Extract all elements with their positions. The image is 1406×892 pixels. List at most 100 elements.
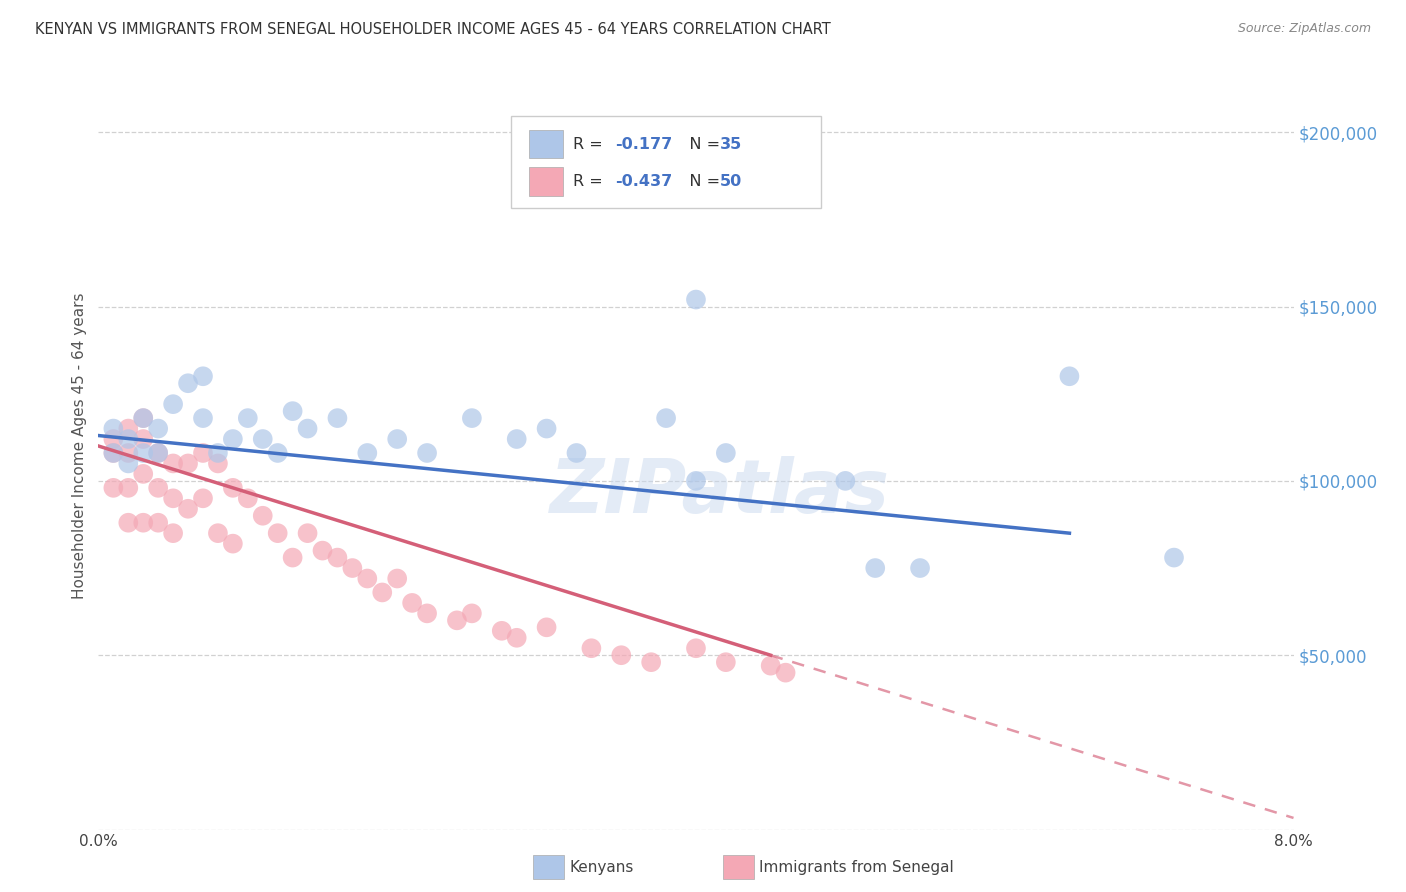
Point (148, 421, 170, 435)
Point (132, 411, 155, 425)
Point (640, 655, 662, 669)
Text: KENYAN VS IMMIGRANTS FROM SENEGAL HOUSEHOLDER INCOME AGES 45 - 64 YEARS CORRELAT: KENYAN VS IMMIGRANTS FROM SENEGAL HOUSEH… (35, 22, 831, 37)
Point (865, 561, 887, 575)
Point (148, 516, 170, 530)
Point (191, 446, 214, 460)
Point (834, 474, 856, 488)
Point (117, 516, 139, 530)
Point (267, 446, 290, 460)
Point (222, 536, 245, 550)
Point (177, 457, 200, 471)
Point (177, 501, 200, 516)
Point (1059, 369, 1081, 384)
Point (416, 446, 439, 460)
Point (685, 641, 707, 656)
Y-axis label: Householder Income Ages 45 - 64 years: Householder Income Ages 45 - 64 years (72, 293, 87, 599)
Point (610, 648, 633, 663)
Text: Immigrants from Senegal: Immigrants from Senegal (759, 860, 955, 874)
Point (536, 421, 558, 435)
Point (267, 526, 290, 541)
Text: N =: N = (673, 174, 725, 189)
Text: R =: R = (572, 136, 607, 152)
Point (326, 550, 349, 565)
Point (252, 508, 274, 523)
Text: 50: 50 (720, 174, 742, 189)
Point (117, 432, 139, 446)
Point (461, 607, 484, 621)
Point (356, 446, 378, 460)
Point (132, 467, 155, 481)
Point (222, 481, 245, 495)
Point (148, 446, 170, 460)
Point (461, 411, 484, 425)
Point (401, 596, 423, 610)
Point (222, 432, 245, 446)
Text: -0.177: -0.177 (614, 136, 672, 152)
Point (371, 585, 394, 599)
Text: 35: 35 (720, 136, 742, 152)
Point (416, 607, 439, 621)
Point (148, 446, 170, 460)
Point (326, 411, 349, 425)
Text: ZIPatlas: ZIPatlas (550, 456, 890, 529)
Point (655, 178, 678, 192)
Point (117, 446, 139, 460)
Point (191, 491, 214, 506)
Point (162, 526, 184, 541)
Point (446, 613, 468, 627)
Point (132, 446, 155, 460)
Point (685, 474, 707, 488)
Text: R =: R = (572, 174, 607, 189)
Point (103, 421, 125, 435)
Point (759, 658, 782, 673)
Text: -0.437: -0.437 (614, 174, 672, 189)
Point (714, 655, 737, 669)
Point (565, 446, 588, 460)
Point (207, 446, 229, 460)
Point (1163, 550, 1185, 565)
Point (117, 421, 139, 435)
Point (207, 526, 229, 541)
Text: N =: N = (673, 136, 725, 152)
Point (342, 561, 364, 575)
Point (297, 421, 319, 435)
Text: Kenyans: Kenyans (569, 860, 634, 874)
Point (506, 631, 529, 645)
Point (162, 491, 184, 506)
Point (177, 376, 200, 391)
Point (236, 411, 259, 425)
Point (191, 411, 214, 425)
Point (117, 457, 139, 471)
Text: Source: ZipAtlas.com: Source: ZipAtlas.com (1237, 22, 1371, 36)
Point (685, 293, 707, 307)
Point (236, 491, 259, 506)
Point (132, 432, 155, 446)
Point (103, 446, 125, 460)
Point (252, 432, 274, 446)
Point (908, 561, 931, 575)
Point (162, 457, 184, 471)
Point (356, 572, 378, 586)
Point (148, 481, 170, 495)
Point (103, 432, 125, 446)
Point (103, 446, 125, 460)
Point (385, 432, 409, 446)
Point (775, 665, 797, 680)
Point (132, 516, 155, 530)
Point (311, 543, 333, 558)
Point (536, 620, 558, 634)
Point (714, 446, 737, 460)
Point (385, 572, 409, 586)
Point (655, 411, 678, 425)
Point (117, 481, 139, 495)
Point (281, 404, 304, 418)
Point (581, 641, 603, 656)
Point (207, 457, 229, 471)
Point (132, 411, 155, 425)
Point (297, 526, 319, 541)
Point (191, 369, 214, 384)
Point (506, 432, 529, 446)
Point (162, 397, 184, 411)
Point (103, 481, 125, 495)
Point (281, 550, 304, 565)
